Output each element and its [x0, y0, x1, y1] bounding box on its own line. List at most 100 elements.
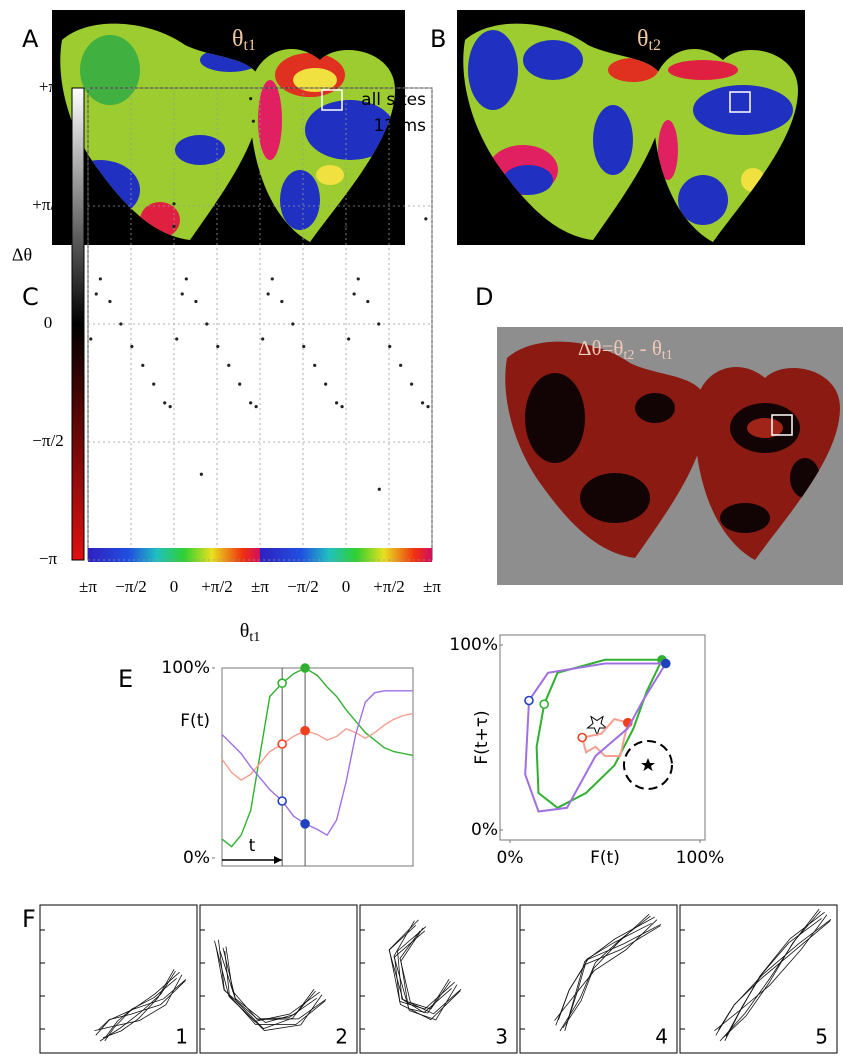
scatter-point — [89, 337, 93, 341]
panel-number: 5 — [815, 1025, 828, 1049]
scatter-point — [108, 299, 112, 304]
mini-frame — [39, 904, 198, 1054]
scatter-point — [280, 299, 284, 304]
state-marker — [300, 725, 310, 736]
x-tick-label: ±π — [251, 577, 269, 596]
title-part: - θ — [634, 336, 662, 360]
scatter-point — [266, 292, 270, 296]
mesh-line — [394, 930, 455, 1010]
scatter-point — [175, 337, 179, 341]
state-marker — [277, 739, 287, 749]
title-sub: t2 — [649, 37, 661, 54]
plot-frame — [499, 634, 706, 841]
state-marker — [660, 658, 671, 669]
scatter-point — [172, 202, 176, 206]
y-tick-label: +π — [39, 77, 58, 96]
scatter-point — [205, 322, 209, 326]
y-tick-label: +π/2 — [32, 195, 63, 214]
scatter-point — [420, 401, 425, 405]
mini-frame — [519, 904, 678, 1054]
x-tick-label: 100% — [676, 848, 725, 868]
panel-title: θt1 — [232, 26, 256, 54]
title-part: Δθ=θ — [578, 336, 623, 360]
scatter-point — [270, 277, 274, 281]
curve — [221, 667, 414, 848]
scatter-point — [366, 299, 370, 304]
panel-number: 4 — [655, 1025, 668, 1049]
scatter-point — [302, 344, 306, 349]
mesh-line — [388, 919, 461, 1021]
y-tick-label: 0 — [44, 313, 53, 332]
x-tick-label: 0 — [170, 577, 179, 596]
scatter-point — [238, 382, 242, 386]
scatter-point — [194, 299, 198, 304]
x-tick-label: ±π — [423, 577, 441, 596]
title-main: θ — [232, 26, 244, 52]
scatter-point — [216, 344, 220, 349]
y-tick-label: 0% — [471, 820, 498, 840]
mini-frame — [679, 904, 838, 1054]
mesh-line — [400, 927, 450, 1014]
scatter-point — [261, 337, 265, 341]
panel-number: 1 — [175, 1025, 188, 1049]
panel-title: Δθ=θt2 - θt1 — [578, 336, 673, 363]
mesh-line — [219, 950, 316, 1023]
scatter-point — [344, 224, 348, 228]
x-tick-label: −π/2 — [115, 577, 146, 596]
roi-box — [729, 91, 751, 113]
title-part: t2 — [623, 348, 634, 363]
y-tick-label: 100% — [161, 658, 210, 678]
x-tick-label: +π/2 — [201, 577, 232, 596]
label-main: θ — [240, 620, 250, 642]
scatter-point — [335, 401, 339, 405]
mesh-line — [554, 919, 658, 1021]
scatter-point — [424, 217, 428, 221]
annotation: 12 ms — [374, 116, 427, 136]
phase-map-a — [60, 23, 395, 242]
fixed-point-star — [586, 715, 608, 737]
curve — [524, 662, 668, 813]
mesh-line — [104, 971, 180, 1042]
arrow-head — [274, 856, 282, 864]
scatter-point — [249, 97, 253, 101]
x-axis-label: θt1 — [240, 620, 260, 646]
scatter-point — [98, 277, 102, 281]
scatter-point — [94, 292, 98, 296]
mesh-line — [558, 925, 661, 1020]
state-marker — [300, 663, 310, 673]
scatter-point — [130, 344, 134, 349]
mesh-line — [218, 939, 326, 1026]
scatter-point — [291, 322, 295, 326]
y-axis-label: Δθ — [12, 245, 32, 265]
scatter-point — [340, 405, 344, 409]
panel-label: B — [430, 25, 446, 53]
curve — [581, 717, 629, 757]
state-marker — [524, 695, 534, 706]
title-sub: t1 — [244, 37, 256, 54]
y-axis-label: F(t) — [180, 711, 210, 731]
mesh-line — [559, 915, 651, 1032]
mesh-line — [224, 950, 320, 1022]
scatter-point — [377, 322, 381, 326]
scatter-point — [324, 382, 328, 386]
curve — [221, 712, 414, 781]
mesh-line — [718, 920, 831, 1031]
panel-label: E — [118, 665, 133, 693]
curve — [221, 690, 413, 837]
state-marker — [300, 818, 310, 829]
scatter-point — [180, 292, 184, 296]
x-tick-label: 0 — [342, 577, 351, 596]
y-tick-label: −π/2 — [32, 431, 63, 450]
panel-number: 2 — [335, 1025, 348, 1049]
state-marker — [277, 796, 287, 806]
scatter-point — [152, 382, 156, 386]
mesh-line — [555, 923, 662, 1026]
scatter-point — [163, 401, 167, 405]
scatter-point — [377, 487, 381, 491]
mesh-line — [99, 970, 176, 1042]
mesh-line — [102, 968, 175, 1039]
phase-colorbar — [88, 548, 432, 562]
scatter-point — [249, 401, 253, 405]
label-sub: t1 — [249, 630, 260, 645]
